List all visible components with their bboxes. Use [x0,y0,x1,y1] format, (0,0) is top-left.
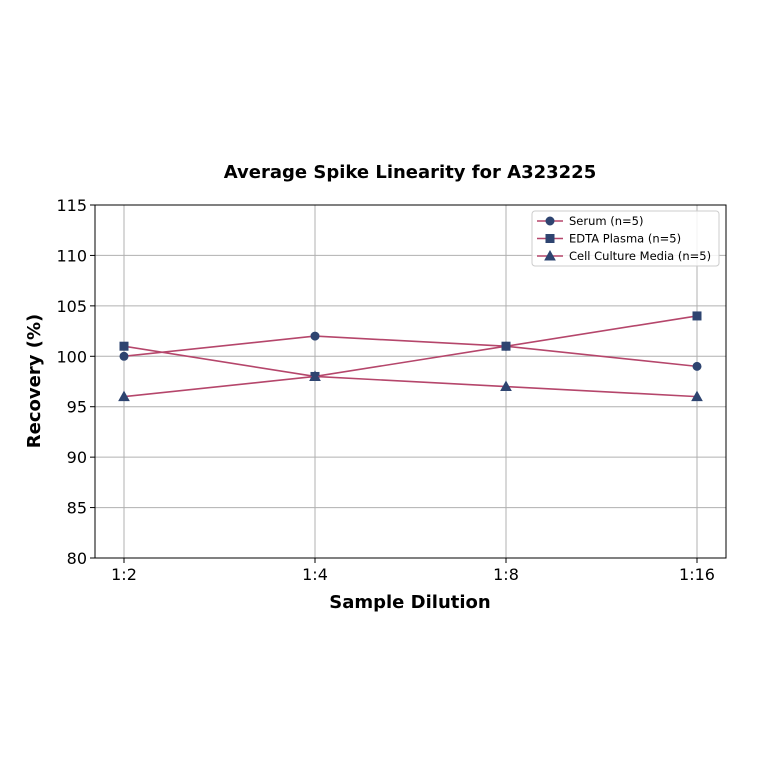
y-axis-label: Recovery (%) [24,314,45,448]
circle-marker [692,361,702,371]
series-square [119,311,702,381]
square-marker [501,341,511,351]
y-tick-label: 85 [67,499,87,518]
y-tick-label: 105 [56,297,87,316]
circle-marker [119,351,129,361]
series-lines [118,311,703,402]
y-tick-label: 110 [56,246,87,265]
triangle-marker [309,370,321,381]
square-marker [545,234,555,243]
y-tick-label: 115 [56,196,87,215]
y-tick-label: 90 [67,448,87,467]
triangle-marker [691,390,703,402]
legend-label: EDTA Plasma (n=5) [569,232,681,246]
series-line [123,335,698,368]
y-axis-ticks: 80 85 90 95 100 105 110 115 [56,196,95,568]
series-line [123,375,698,398]
y-tick-label: 95 [67,398,87,417]
y-tick-label: 100 [56,347,87,366]
triangle-marker [544,249,556,261]
legend-item: Cell Culture Media (n=5) [537,249,711,263]
x-tick-label: 1:4 [302,565,328,584]
chart-title: Average Spike Linearity for A323225 [224,162,596,183]
series-triangle [118,370,703,402]
legend: Serum (n=5) EDTA Plasma (n=5) Cell Culture… [531,210,720,267]
x-axis-label: Sample Dilution [329,592,490,613]
y-tick-label: 80 [67,549,87,568]
series-circle [119,331,702,371]
legend-item: Serum (n=5) [537,214,643,228]
x-tick-label: 1:16 [679,565,715,584]
legend-label: Cell Culture Media (n=5) [569,249,711,263]
circle-marker [310,331,320,341]
legend-item: EDTA Plasma (n=5) [537,232,681,246]
x-tick-label: 1:8 [493,565,519,584]
triangle-marker [500,380,512,392]
series-line [123,315,698,378]
legend-label: Serum (n=5) [569,214,643,228]
plot-frame [94,204,727,559]
square-marker [119,341,129,351]
legend-box [531,210,720,267]
circle-marker [545,216,555,226]
x-tick-label: 1:2 [111,565,137,584]
square-marker [692,311,702,321]
triangle-marker [118,390,130,402]
x-axis-ticks: 1:2 1:4 1:8 1:16 [111,558,715,584]
